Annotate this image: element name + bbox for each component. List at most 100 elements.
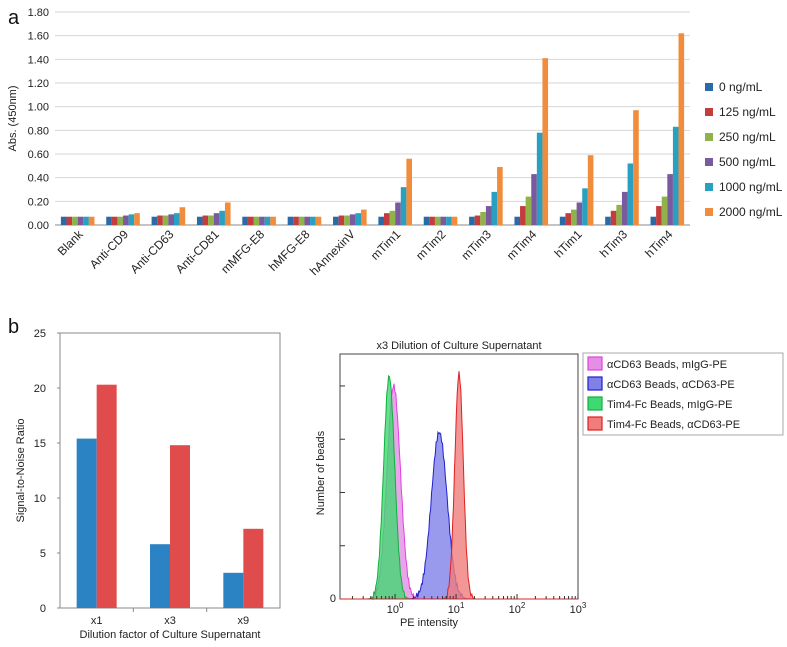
chart-c-y-axis-label: Number of beads xyxy=(315,430,327,515)
chart-b-bar xyxy=(170,445,190,608)
chart-a-bar xyxy=(485,206,492,225)
chart-b-x-tick-label: x3 xyxy=(164,615,176,627)
chart-b-x-tick-label: x1 xyxy=(91,615,103,627)
chart-a-bar xyxy=(610,210,617,225)
chart-a-bar xyxy=(88,216,95,225)
chart-a-bar xyxy=(349,214,356,225)
chart-a-bar xyxy=(406,158,412,225)
chart-a-bar xyxy=(196,216,203,225)
chart-a-bar xyxy=(616,204,622,225)
chart-a-bar xyxy=(565,213,572,225)
chart-a-bar xyxy=(213,213,220,225)
chart-a-bar xyxy=(378,216,384,225)
chart-c-x-tick-exponent: 3 xyxy=(582,601,587,610)
chart-a-bar xyxy=(587,155,594,225)
chart-a-bar xyxy=(678,33,685,225)
chart-a-x-tick-label: hAnnexinV xyxy=(307,227,358,278)
chart-b-bar xyxy=(243,528,264,608)
chart-c-legend-swatch xyxy=(587,376,603,391)
chart-a-bar xyxy=(338,215,345,225)
chart-c-legend-entry: Tim4-Fc Beads, αCD63-PE xyxy=(607,419,740,431)
chart-a-bar xyxy=(434,216,441,225)
chart-a-y-tick-label: 0.20 xyxy=(28,196,49,208)
chart-c-legend-entry: αCD63 Beads, αCD63-PE xyxy=(607,379,735,391)
chart-a-bar xyxy=(253,216,260,225)
chart-a-bar xyxy=(293,216,299,225)
chart-a-bar xyxy=(259,216,265,225)
chart-a-bar xyxy=(621,191,628,225)
chart-a-bar xyxy=(219,210,225,225)
chart-c-x-axis-label: PE intensity xyxy=(400,617,459,629)
chart-a-bar xyxy=(531,174,537,225)
chart-b-bar xyxy=(150,544,170,608)
chart-a-bar xyxy=(446,216,452,225)
chart-a-bar xyxy=(264,216,271,225)
chart-c-legend-entry: Tim4-Fc Beads, mIgG-PE xyxy=(607,399,733,411)
chart-a-bar xyxy=(389,210,396,225)
panel-letter-a: a xyxy=(8,7,20,29)
chart-a-bar xyxy=(106,216,112,225)
chart-a-legend-swatch xyxy=(705,133,713,141)
chart-a-bar xyxy=(559,216,566,225)
chart-b-bar xyxy=(76,438,97,608)
chart-a-x-tick-label: hMFG-E8 xyxy=(266,227,313,274)
chart-c-x-tick-label: 102 xyxy=(509,601,526,616)
chart-a-legend-entry: 500 ng/mL xyxy=(719,155,776,169)
chart-a-bar xyxy=(157,215,163,225)
chart-a-legend-swatch xyxy=(705,83,713,91)
chart-a-y-ticks: 0.00 0.20 0.40 0.60 0.80 1.00 1.20 1.40 1.60 1.80 xyxy=(28,7,49,232)
chart-a-bar xyxy=(429,216,435,225)
chart-a-bar xyxy=(242,216,248,225)
chart-a-bar xyxy=(383,213,390,225)
chart-a-legend-entry: 1000 ng/mL xyxy=(719,180,783,194)
chart-a-bar xyxy=(582,188,588,225)
chart-a-bar xyxy=(173,213,180,225)
chart-c-x-tick-exponent: 1 xyxy=(460,601,465,610)
chart-b-y-ticks: 0 5 10 15 20 25 xyxy=(34,328,60,615)
chart-c-legend-swatch xyxy=(587,396,603,411)
chart-a-bars xyxy=(60,33,685,226)
chart-a-bar xyxy=(525,196,532,225)
chart-a-bar xyxy=(656,206,662,225)
chart-a-bar xyxy=(400,187,407,225)
chart-a-bar xyxy=(66,216,73,225)
chart-a-bar xyxy=(661,196,668,225)
chart-a-legend: 0 ng/mL 125 ng/mL 250 ng/mL 500 ng/mL 1000 n… xyxy=(705,80,783,219)
chart-c-legend-swatch xyxy=(587,416,603,431)
chart-b-y-axis-label: Signal-to-Noise Ratio xyxy=(15,419,27,523)
chart-a-y-tick-label: 1.40 xyxy=(28,54,49,66)
chart-a-bar xyxy=(310,216,316,225)
chart-a-x-ticks: Blank Anti-CD9Anti-CD63Anti-CD81mMFG-E8hM… xyxy=(55,227,676,279)
chart-a-bar xyxy=(202,215,209,225)
chart-b-y-tick-label: 0 xyxy=(40,603,46,615)
chart-a-bar xyxy=(650,216,657,225)
chart-a-bar xyxy=(333,216,339,225)
chart-a-x-tick-label: mTim2 xyxy=(413,227,449,263)
chart-c-histogram-curve xyxy=(340,371,578,600)
chart-a-legend-swatch xyxy=(705,208,713,216)
chart-a-gridlines xyxy=(55,11,690,226)
chart-a-bar xyxy=(304,216,311,225)
chart-a-x-tick-label: hTim1 xyxy=(552,227,585,260)
chart-a-y-tick-label: 1.80 xyxy=(28,7,49,19)
chart-a-bar xyxy=(117,216,124,225)
chart-a-bar xyxy=(627,163,634,225)
chart-b-bar xyxy=(96,384,117,608)
chart-a-y-axis-label: Abs. (450nm) xyxy=(7,85,19,151)
chart-a-y-tick-label: 1.60 xyxy=(28,31,49,43)
chart-c-legend-swatch xyxy=(587,356,603,371)
chart-b-y-tick-label: 15 xyxy=(34,438,46,450)
chart-a-legend-swatch xyxy=(705,183,713,191)
chart-a-bar xyxy=(179,207,186,225)
chart-a-x-tick-label: hTim3 xyxy=(597,227,630,260)
chart-a-bar xyxy=(605,216,611,225)
chart-b-bars xyxy=(76,384,264,608)
chart-c-legend: αCD63 Beads, mIgG-PE αCD63 Beads, αCD63-P… xyxy=(582,352,784,436)
chart-a-x-tick-label: mTim4 xyxy=(504,227,540,263)
chart-a-legend-swatch xyxy=(705,158,713,166)
chart-a-bar xyxy=(60,216,67,225)
chart-a-bar xyxy=(474,215,481,225)
chart-a-x-tick-label: Anti-CD9 xyxy=(87,227,132,272)
